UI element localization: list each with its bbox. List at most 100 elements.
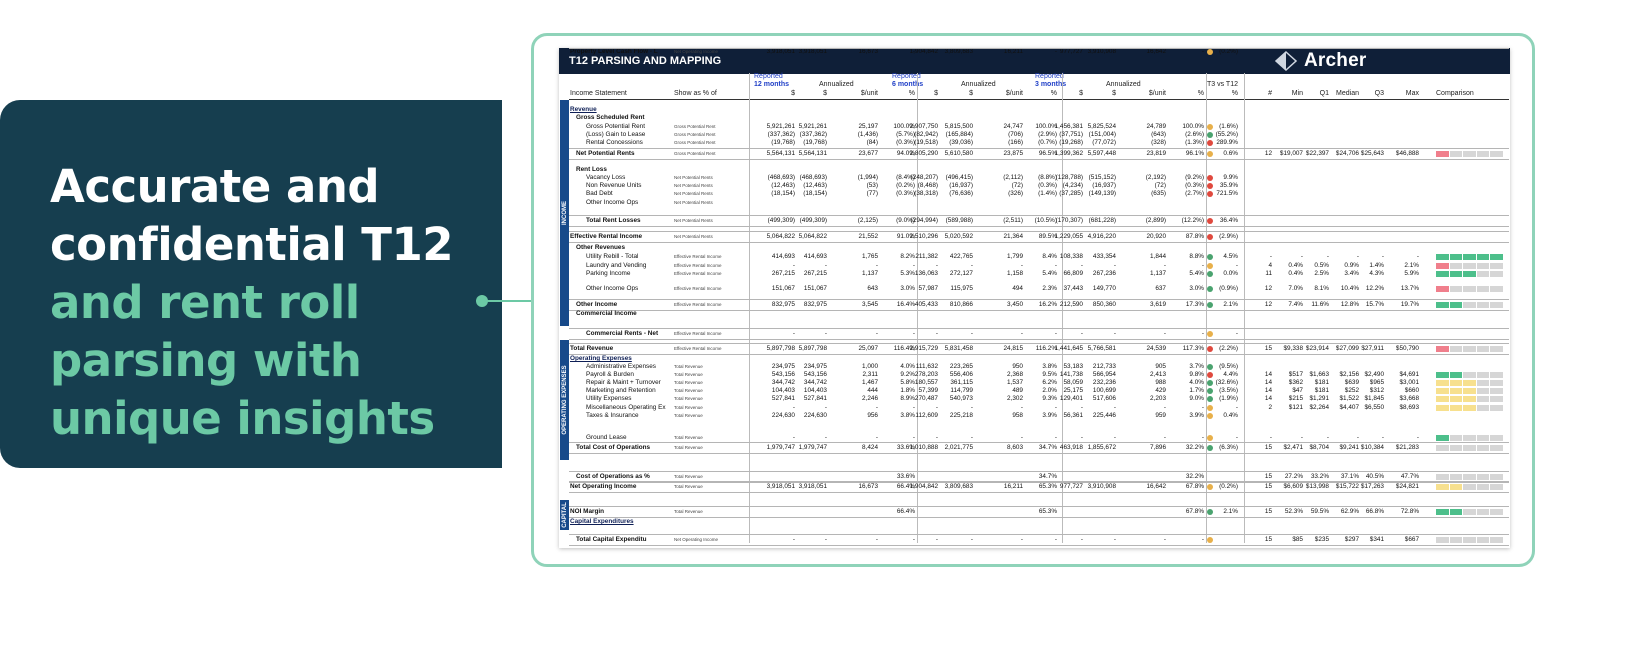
column-divider xyxy=(1244,73,1245,543)
cell-value: (32.6%) xyxy=(1215,379,1238,386)
benchmark-stat: $341 xyxy=(1369,536,1384,543)
status-dot xyxy=(1207,302,1213,308)
status-dot xyxy=(1207,405,1213,411)
table-row: Cost of Operations as % Total Revenue 33.6… xyxy=(559,473,1510,481)
cell-value: 104,403 xyxy=(803,387,827,394)
cell-value: - xyxy=(935,536,938,543)
benchmark-stat: $121 xyxy=(1288,404,1303,411)
cell-value: 232,236 xyxy=(1092,379,1116,386)
cell-value: 23,875 xyxy=(1003,150,1023,157)
cell-value: (9.5%) xyxy=(1219,363,1238,370)
comparison-segment xyxy=(1476,380,1489,386)
comparison-bar xyxy=(1436,254,1503,260)
row-label: Total Capital Expenditu xyxy=(576,536,647,543)
cell-value: 0.6% xyxy=(1223,150,1238,157)
table-row: (Loss) Gain to Lease Gross Potential Rent… xyxy=(559,131,1510,139)
cell-value: 0.4% xyxy=(1223,412,1238,419)
cell-value: (1.4%) xyxy=(1038,190,1057,197)
cell-value: 3,918,051 xyxy=(766,483,795,490)
comparison-segment xyxy=(1490,302,1503,308)
table-row: Ground Lease Total Revenue - - - - - - - - - - - - - - -… xyxy=(559,434,1510,442)
cell-value: (0.9%) xyxy=(1219,285,1238,292)
comparison-segment xyxy=(1476,302,1489,308)
status-dot xyxy=(1207,380,1213,386)
cell-value: - xyxy=(970,404,973,411)
status-dot xyxy=(1207,537,1213,543)
table-row: Commercial Rents - Net Effective Rental I… xyxy=(559,330,1510,338)
benchmark-stat: - xyxy=(1300,434,1303,441)
benchmark-stat: 12 xyxy=(1264,150,1272,157)
cell-value: 5,831,458 xyxy=(944,345,973,352)
comparison-segment xyxy=(1449,435,1462,441)
benchmark-stat: 15 xyxy=(1264,508,1272,515)
comparison-bar xyxy=(1436,405,1503,411)
cell-value: 3,545 xyxy=(862,301,878,308)
cell-value: 34.7% xyxy=(1038,444,1057,451)
cell-value: 35.9% xyxy=(1219,182,1238,189)
comparison-bar xyxy=(1436,151,1503,157)
benchmark-stat: 3.4% xyxy=(1344,270,1359,277)
cell-value: 96.1% xyxy=(1185,150,1204,157)
cell-value: - xyxy=(1163,404,1166,411)
comparison-bar xyxy=(1436,271,1503,277)
cell-value: 57,399 xyxy=(918,387,938,394)
comparison-segment xyxy=(1436,537,1449,543)
cell-value: - xyxy=(912,404,915,411)
cell-value: 959 xyxy=(1155,412,1166,419)
cell-value: 16,211 xyxy=(1003,483,1023,490)
cell-value: - xyxy=(912,330,915,337)
benchmark-stat: $8,693 xyxy=(1399,404,1419,411)
cell-value: (82,942) xyxy=(914,131,938,138)
cell-value: 24,789 xyxy=(1146,123,1166,130)
column-divider xyxy=(1062,73,1063,543)
benchmark-stat: 12.8% xyxy=(1340,301,1359,308)
cell-value: (0.3%) xyxy=(896,190,915,197)
cell-value: 33.6% xyxy=(896,444,915,451)
sheet-header-bar: T12 PARSING AND MAPPING Archer xyxy=(559,48,1510,74)
status-dot xyxy=(1207,49,1213,55)
comparison-segment xyxy=(1463,405,1476,411)
row-label: Ground Lease xyxy=(586,434,627,441)
benchmark-stat: $25,643 xyxy=(1360,150,1384,157)
row-label: Cost of Operations as % xyxy=(576,473,650,480)
cell-value: 100.0% xyxy=(893,123,915,130)
benchmark-stat: - xyxy=(1326,253,1329,260)
subtotal-rule xyxy=(569,492,1509,493)
comparison-segment xyxy=(1490,435,1503,441)
cell-value: 414,693 xyxy=(803,253,827,260)
table-row: Bad Debt Net Potential Rents (18,154) (18,1… xyxy=(559,190,1510,198)
benchmark-stat: 0.9% xyxy=(1344,262,1359,269)
benchmark-stat: $10,384 xyxy=(1360,444,1384,451)
comparison-segment xyxy=(1490,151,1503,157)
cell-value: 3,910,908 xyxy=(1087,483,1116,490)
cell-value: 2.0% xyxy=(1042,387,1057,394)
cell-value: - xyxy=(1201,262,1204,269)
benchmark-stat: $2,471 xyxy=(1283,444,1303,451)
comparison-segment xyxy=(1476,271,1489,277)
cell-value: 9.3% xyxy=(1042,395,1057,402)
show-as-pct-of: Net Potential Rents xyxy=(674,191,713,196)
table-row: Revenue xyxy=(559,106,1510,114)
cell-value: (19,268) xyxy=(1059,139,1083,146)
cell-value: (18,154) xyxy=(803,190,827,197)
show-as-pct-of: Effective Rental Income xyxy=(674,271,722,276)
show-as-pct-of: Gross Potential Rent xyxy=(674,151,716,156)
group-header-top: T3 vs T12 xyxy=(1207,81,1238,88)
cell-value: 89.5% xyxy=(1038,233,1057,240)
cell-value: 2.3% xyxy=(1042,285,1057,292)
subtotal-rule xyxy=(569,148,1509,149)
cell-value: 57,987 xyxy=(918,285,938,292)
table-row: Gross Potential Rent Gross Potential Rent… xyxy=(559,123,1510,131)
benchmark-stat: 0.4% xyxy=(1288,270,1303,277)
cell-value: 272,127 xyxy=(949,270,973,277)
cell-value: 16,211 xyxy=(1003,48,1023,55)
comparison-segment xyxy=(1449,286,1462,292)
cell-value: (149,139) xyxy=(1088,190,1116,197)
row-label: Non Revenue Units xyxy=(586,182,642,189)
show-as-pct-of: Net Potential Rents xyxy=(674,234,713,239)
sheet-title: T12 PARSING AND MAPPING xyxy=(569,55,722,67)
comparison-segment xyxy=(1463,380,1476,386)
cell-value: 6.2% xyxy=(1042,379,1057,386)
cell-value: (2,511) xyxy=(1003,217,1023,224)
show-as-pct-of: Total Revenue xyxy=(674,372,703,377)
